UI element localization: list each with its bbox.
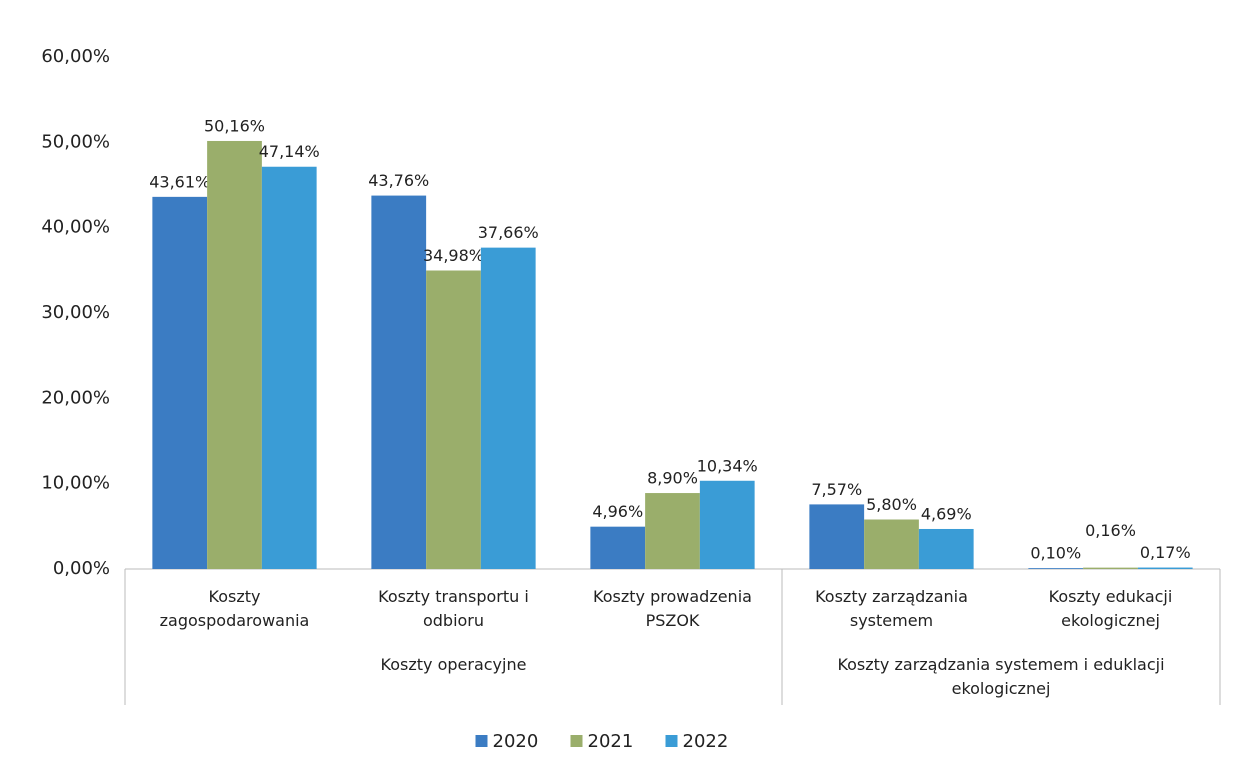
y-tick-label: 20,00% [41,387,110,408]
data-label: 0,16% [1085,521,1136,540]
data-label: 10,34% [697,456,758,475]
bar [699,480,755,569]
data-label: 37,66% [478,223,539,242]
x-tick-label: Koszty zagospodarowania [159,587,310,630]
bar [261,166,317,570]
bar [645,493,700,569]
bar [480,247,536,569]
bar [590,526,646,569]
data-label: 34,98% [423,246,484,265]
legend-swatch [570,735,583,747]
data-label: 8,90% [647,469,698,488]
x-tick-label: Koszty edukacji ekologicznej [1048,587,1173,630]
legend-label: 2022 [683,731,729,752]
y-tick-label: 0,00% [53,558,110,579]
x-tick-label: Koszty transportu i odbioru [378,587,529,630]
data-label: 50,16% [204,116,265,135]
bar [207,140,262,569]
y-tick-label: 10,00% [41,473,110,494]
y-tick-label: 60,00% [41,46,110,67]
legend-label: 2021 [588,731,634,752]
bar [152,196,208,569]
y-tick-label: 40,00% [41,217,110,238]
x-tick-label: Koszty zarządzania systemem [815,587,968,630]
data-label: 0,17% [1140,543,1191,562]
bar [371,195,427,569]
legend-swatch [475,735,488,747]
bar [864,519,919,569]
data-label: 4,96% [592,502,643,521]
data-label: 43,61% [149,172,210,191]
legend-swatch [665,735,678,747]
data-label: 4,69% [921,504,972,523]
bar [1028,568,1084,569]
x-tick-label: Koszty prowadzenia PSZOK [593,587,752,630]
data-label: 5,80% [866,495,917,514]
bar [426,270,481,569]
group-label: Koszty zarządzania systemem i eduklacji … [837,655,1165,698]
y-tick-label: 30,00% [41,302,110,323]
bar [1137,567,1193,569]
bar [918,528,974,569]
legend-label: 2020 [493,731,539,752]
data-label: 0,10% [1030,544,1081,563]
group-label: Koszty operacyjne [380,655,527,674]
data-label: 43,76% [368,171,429,190]
bar [1083,567,1138,569]
y-tick-label: 50,00% [41,131,110,152]
data-label: 7,57% [811,480,862,499]
bar [809,504,865,569]
data-label: 47,14% [259,142,320,161]
